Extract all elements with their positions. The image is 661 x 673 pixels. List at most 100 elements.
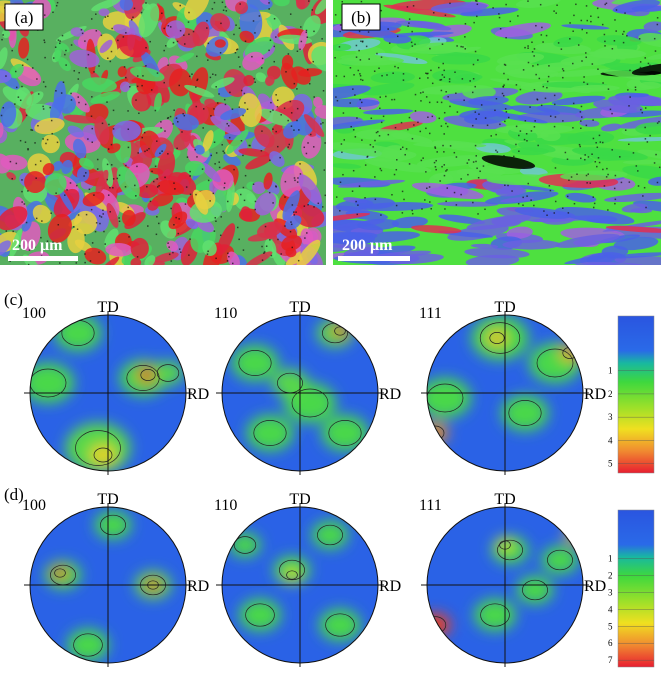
- grain: [157, 180, 185, 196]
- boundary-speck: [515, 125, 518, 128]
- boundary-speck: [394, 65, 396, 68]
- label-box: [341, 3, 381, 31]
- boundary-speck: [507, 78, 509, 81]
- boundary-speck: [9, 160, 12, 163]
- boundary-speck: [84, 253, 86, 255]
- boundary-speck: [231, 108, 234, 110]
- boundary-speck: [269, 110, 272, 113]
- boundary-speck: [602, 82, 604, 84]
- boundary-speck: [177, 121, 179, 123]
- boundary-speck: [518, 150, 520, 153]
- boundary-speck: [300, 40, 303, 43]
- boundary-speck: [434, 147, 437, 149]
- boundary-speck: [374, 139, 376, 142]
- grain: [245, 154, 274, 170]
- grain: [301, 131, 322, 159]
- boundary-speck: [244, 102, 246, 104]
- boundary-speck: [324, 142, 326, 144]
- boundary-speck: [401, 212, 404, 214]
- boundary-speck: [435, 159, 437, 162]
- boundary-speck: [290, 221, 292, 223]
- grain: [604, 192, 661, 202]
- grain: [579, 119, 600, 127]
- boundary-speck: [391, 98, 393, 101]
- boundary-speck: [303, 146, 306, 149]
- boundary-speck: [84, 103, 87, 106]
- boundary-speck: [236, 226, 239, 229]
- grain: [184, 0, 210, 21]
- grain: [300, 228, 314, 247]
- grain: [259, 108, 293, 127]
- boundary-speck: [129, 86, 131, 88]
- boundary-speck: [445, 200, 447, 203]
- grain: [613, 236, 659, 251]
- grain: [519, 166, 548, 177]
- colorbar-label: 3: [608, 587, 613, 597]
- boundary-speck: [340, 143, 343, 145]
- boundary-speck: [85, 172, 87, 174]
- boundary-speck: [45, 142, 47, 145]
- grain: [333, 85, 371, 102]
- boundary-speck: [454, 71, 456, 73]
- boundary-speck: [155, 233, 158, 236]
- boundary-speck: [566, 158, 569, 161]
- boundary-speck: [339, 30, 341, 33]
- boundary-speck: [479, 170, 481, 173]
- boundary-speck: [365, 45, 368, 48]
- colorbar-label: 1: [608, 553, 613, 563]
- boundary-speck: [168, 246, 170, 248]
- boundary-speck: [30, 129, 32, 131]
- grain: [91, 0, 121, 12]
- boundary-speck: [39, 160, 42, 162]
- grain: [142, 3, 151, 11]
- grain: [58, 187, 74, 213]
- boundary-speck: [367, 31, 370, 33]
- boundary-speck: [504, 64, 507, 66]
- boundary-speck: [443, 164, 446, 166]
- boundary-speck: [240, 89, 243, 92]
- boundary-speck: [218, 166, 221, 169]
- boundary-speck: [290, 223, 293, 226]
- boundary-speck: [484, 208, 486, 211]
- boundary-speck: [26, 58, 29, 61]
- boundary-speck: [55, 192, 57, 194]
- boundary-speck: [599, 141, 602, 143]
- boundary-speck: [453, 151, 456, 154]
- direction-label: TD: [494, 491, 515, 508]
- boundary-speck: [426, 72, 428, 75]
- grain: [281, 235, 302, 252]
- boundary-speck: [236, 48, 239, 50]
- boundary-speck: [188, 33, 190, 36]
- direction-label: TD: [97, 299, 118, 316]
- boundary-speck: [263, 251, 266, 253]
- boundary-speck: [150, 89, 153, 91]
- boundary-speck: [391, 193, 393, 196]
- boundary-speck: [429, 201, 431, 203]
- boundary-speck: [104, 16, 107, 18]
- boundary-speck: [591, 153, 593, 155]
- grain: [600, 69, 661, 83]
- boundary-speck: [603, 185, 606, 187]
- boundary-speck: [579, 111, 582, 113]
- grain: [113, 24, 132, 36]
- boundary-speck: [11, 49, 13, 52]
- boundary-speck: [321, 206, 324, 208]
- boundary-speck: [355, 56, 358, 58]
- boundary-speck: [607, 88, 610, 90]
- grain: [112, 120, 141, 142]
- contour-line: [253, 420, 287, 446]
- boundary-speck: [312, 60, 314, 63]
- boundary-speck: [109, 60, 112, 63]
- boundary-speck: [134, 184, 136, 187]
- grain: [214, 39, 226, 48]
- grain: [411, 225, 462, 234]
- boundary-speck: [531, 41, 533, 44]
- boundary-speck: [98, 215, 101, 217]
- grain: [185, 218, 199, 230]
- grain: [79, 157, 94, 170]
- boundary-speck: [167, 64, 169, 66]
- boundary-speck: [207, 42, 210, 45]
- boundary-speck: [21, 190, 23, 193]
- boundary-speck: [242, 186, 245, 189]
- grain: [409, 42, 468, 55]
